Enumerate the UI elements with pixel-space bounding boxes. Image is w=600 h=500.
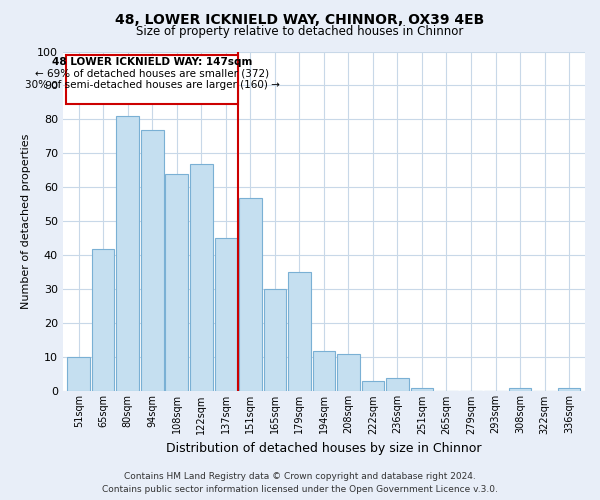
Bar [362,381,384,392]
Bar [313,350,335,392]
Bar [67,55,238,104]
Text: ← 69% of detached houses are smaller (372): ← 69% of detached houses are smaller (37… [35,68,269,78]
Bar [141,130,164,392]
X-axis label: Distribution of detached houses by size in Chinnor: Distribution of detached houses by size … [166,442,482,455]
Bar [190,164,212,392]
Bar [337,354,359,392]
Bar [263,290,286,392]
Bar [558,388,580,392]
Text: Size of property relative to detached houses in Chinnor: Size of property relative to detached ho… [136,25,464,38]
Y-axis label: Number of detached properties: Number of detached properties [22,134,31,309]
Bar [239,198,262,392]
Bar [166,174,188,392]
Text: Contains public sector information licensed under the Open Government Licence v.: Contains public sector information licen… [102,485,498,494]
Bar [116,116,139,392]
Bar [410,388,433,392]
Bar [92,248,115,392]
Bar [288,272,311,392]
Text: Contains HM Land Registry data © Crown copyright and database right 2024.: Contains HM Land Registry data © Crown c… [124,472,476,481]
Bar [67,358,90,392]
Bar [386,378,409,392]
Text: 48 LOWER ICKNIELD WAY: 147sqm: 48 LOWER ICKNIELD WAY: 147sqm [52,56,253,66]
Text: 30% of semi-detached houses are larger (160) →: 30% of semi-detached houses are larger (… [25,80,280,90]
Bar [215,238,237,392]
Text: 48, LOWER ICKNIELD WAY, CHINNOR, OX39 4EB: 48, LOWER ICKNIELD WAY, CHINNOR, OX39 4E… [115,12,485,26]
Bar [509,388,532,392]
